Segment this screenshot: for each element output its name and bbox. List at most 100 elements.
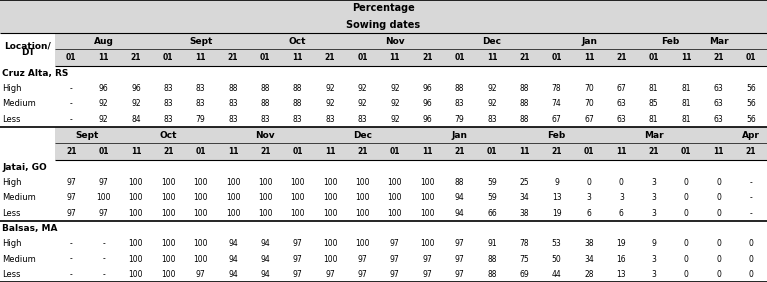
- Text: 92: 92: [325, 100, 335, 109]
- Text: 94: 94: [228, 239, 238, 248]
- Text: 100: 100: [129, 255, 143, 264]
- Text: Jan: Jan: [581, 37, 597, 46]
- Text: 100: 100: [161, 193, 176, 202]
- Text: 100: 100: [420, 209, 434, 218]
- Text: 97: 97: [99, 178, 108, 187]
- Text: 63: 63: [713, 84, 723, 93]
- Text: 92: 92: [487, 84, 497, 93]
- Text: 97: 97: [423, 255, 432, 264]
- Text: 88: 88: [261, 100, 270, 109]
- Text: Nov: Nov: [385, 37, 405, 46]
- Text: 83: 83: [196, 100, 206, 109]
- Text: 83: 83: [357, 115, 367, 124]
- Text: 70: 70: [584, 84, 594, 93]
- Text: 83: 83: [163, 115, 173, 124]
- Text: 97: 97: [99, 209, 108, 218]
- Text: 19: 19: [617, 239, 626, 248]
- Text: 96: 96: [423, 100, 432, 109]
- Text: 01: 01: [357, 53, 367, 62]
- Text: 0: 0: [716, 193, 721, 202]
- Text: 21: 21: [130, 53, 141, 62]
- Text: 9: 9: [651, 239, 656, 248]
- Text: 0: 0: [749, 239, 753, 248]
- Text: 100: 100: [193, 239, 208, 248]
- Text: 11: 11: [519, 147, 529, 156]
- Text: 100: 100: [387, 178, 402, 187]
- Text: 100: 100: [161, 178, 176, 187]
- Text: 63: 63: [617, 100, 626, 109]
- Text: 100: 100: [225, 209, 240, 218]
- Text: 78: 78: [519, 239, 529, 248]
- Text: 97: 97: [66, 178, 76, 187]
- Text: 97: 97: [423, 270, 432, 279]
- Text: 01: 01: [196, 147, 206, 156]
- Text: 88: 88: [455, 178, 464, 187]
- Text: 21: 21: [713, 53, 724, 62]
- Text: 9: 9: [555, 178, 559, 187]
- Text: -: -: [70, 115, 73, 124]
- Text: 92: 92: [99, 115, 108, 124]
- Text: 0: 0: [716, 239, 721, 248]
- Text: 6: 6: [619, 209, 624, 218]
- Text: 21: 21: [357, 147, 367, 156]
- Text: -: -: [102, 270, 105, 279]
- Text: 01: 01: [260, 53, 271, 62]
- Text: 0: 0: [749, 255, 753, 264]
- Text: 11: 11: [228, 147, 239, 156]
- Text: 0: 0: [683, 239, 689, 248]
- Text: -: -: [749, 193, 752, 202]
- Text: 56: 56: [746, 115, 755, 124]
- Text: 100: 100: [193, 255, 208, 264]
- Text: 100: 100: [129, 209, 143, 218]
- Text: Jatai, GO: Jatai, GO: [2, 163, 47, 172]
- Text: 88: 88: [229, 84, 238, 93]
- Text: 70: 70: [584, 100, 594, 109]
- Text: 21: 21: [422, 53, 433, 62]
- Text: 88: 88: [519, 100, 529, 109]
- Text: 21: 21: [616, 53, 627, 62]
- Text: 01: 01: [584, 147, 594, 156]
- Text: -: -: [70, 239, 73, 248]
- Text: 34: 34: [584, 255, 594, 264]
- Text: 11: 11: [292, 53, 303, 62]
- Text: Percentage: Percentage: [352, 3, 415, 13]
- Text: 100: 100: [161, 270, 176, 279]
- Text: 81: 81: [681, 84, 691, 93]
- Text: 100: 100: [258, 209, 272, 218]
- Text: 11: 11: [196, 53, 206, 62]
- Text: 21: 21: [66, 147, 77, 156]
- Text: 94: 94: [261, 255, 270, 264]
- Text: 97: 97: [357, 255, 367, 264]
- Text: 100: 100: [129, 239, 143, 248]
- Text: 94: 94: [228, 255, 238, 264]
- Text: 56: 56: [746, 100, 755, 109]
- Text: 50: 50: [551, 255, 561, 264]
- Text: 100: 100: [355, 239, 370, 248]
- Text: -: -: [70, 100, 73, 109]
- Text: 91: 91: [487, 239, 497, 248]
- Text: 21: 21: [228, 53, 239, 62]
- Text: 0: 0: [683, 270, 689, 279]
- Text: High: High: [2, 239, 21, 248]
- Text: 97: 97: [293, 270, 303, 279]
- Text: 79: 79: [196, 115, 206, 124]
- Text: 3: 3: [651, 255, 656, 264]
- Text: Medium: Medium: [2, 100, 36, 109]
- Text: 63: 63: [713, 115, 723, 124]
- Text: 100: 100: [420, 193, 434, 202]
- Text: -: -: [70, 255, 73, 264]
- Text: Mar: Mar: [709, 37, 729, 46]
- Text: Oct: Oct: [289, 37, 307, 46]
- Text: 11: 11: [325, 147, 335, 156]
- Text: 38: 38: [584, 239, 594, 248]
- Text: 3: 3: [619, 193, 624, 202]
- Text: -: -: [102, 255, 105, 264]
- Text: 83: 83: [196, 84, 206, 93]
- Text: 11: 11: [486, 53, 497, 62]
- Text: 81: 81: [681, 115, 691, 124]
- Text: 100: 100: [161, 255, 176, 264]
- Text: 25: 25: [519, 178, 529, 187]
- Text: 81: 81: [681, 100, 691, 109]
- Text: 100: 100: [323, 193, 337, 202]
- Text: 11: 11: [422, 147, 433, 156]
